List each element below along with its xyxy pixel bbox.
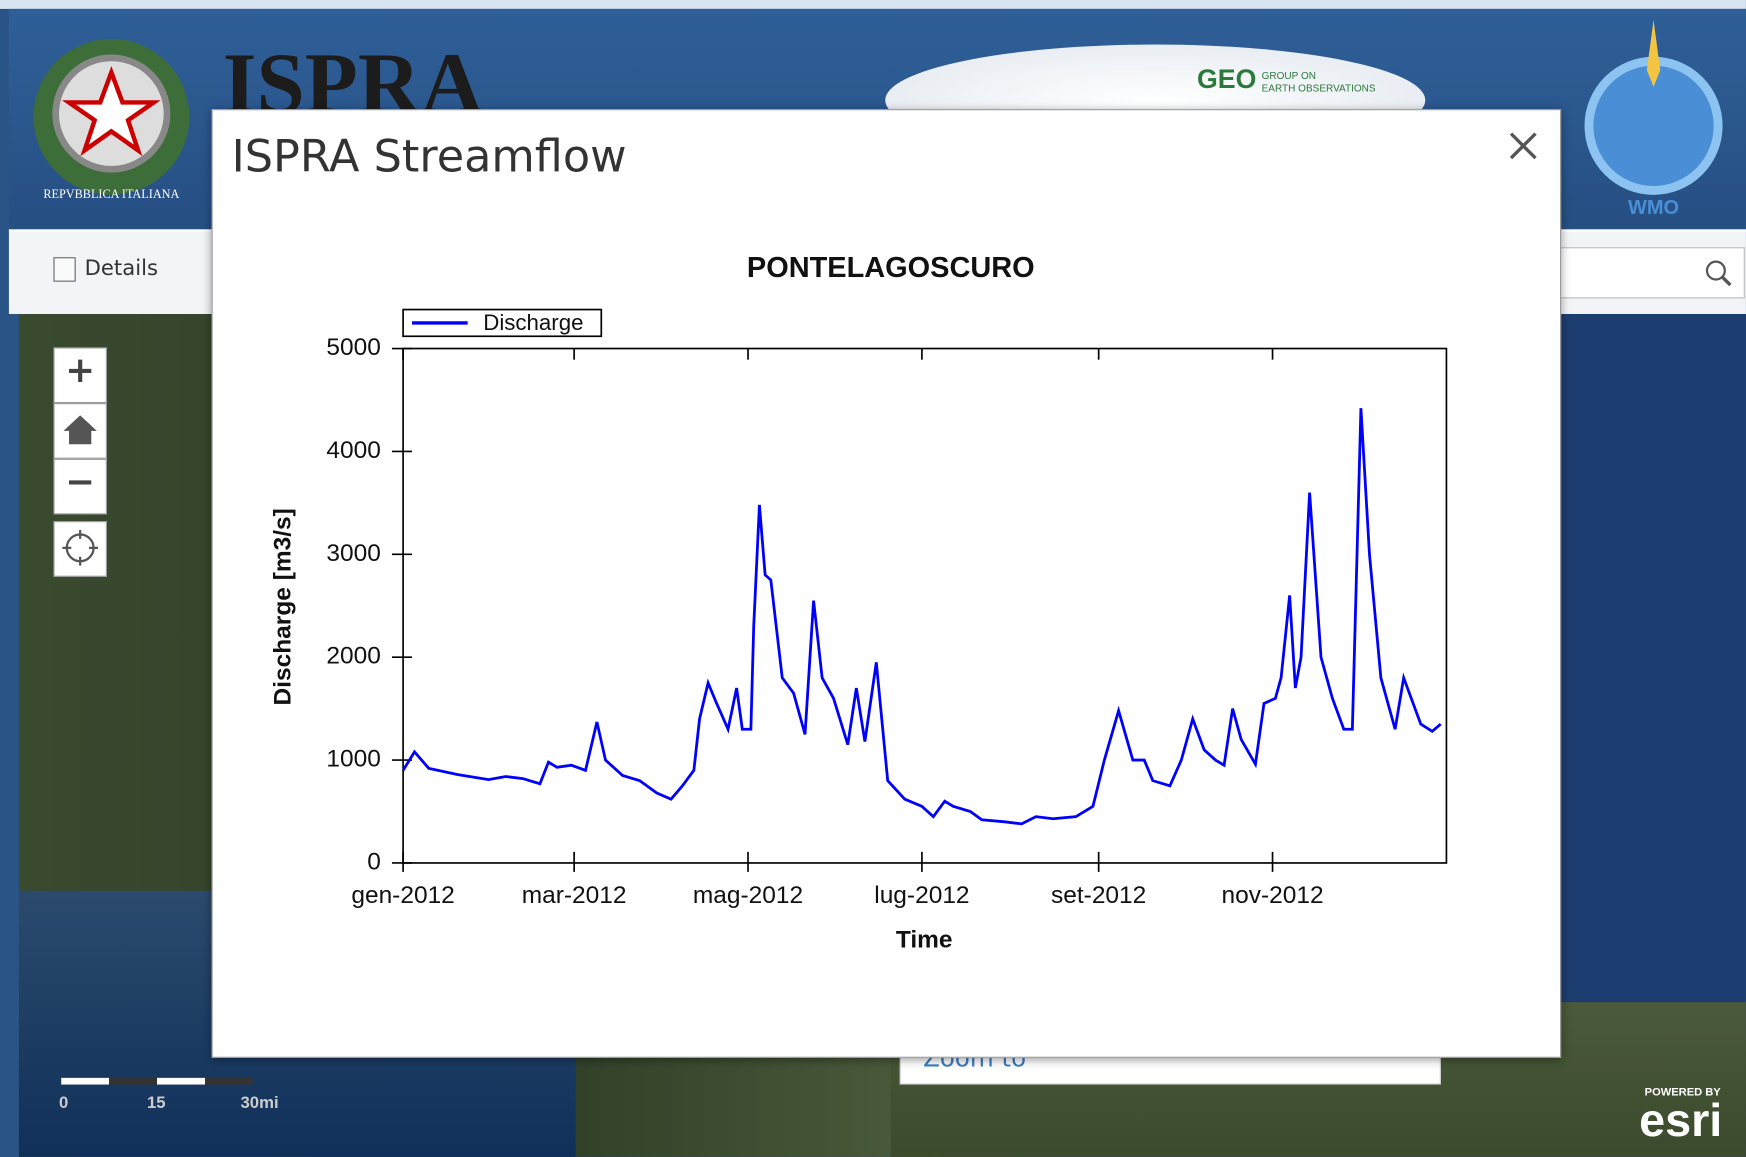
search-icon (1705, 260, 1732, 287)
plot-frame (402, 347, 1448, 864)
scale-label-15: 15 (146, 1093, 166, 1113)
dialog (211, 109, 1562, 1058)
emblem-text: REPVBBLICA ITALIANA (43, 187, 179, 201)
zoom-out[interactable]: − (53, 458, 107, 515)
esri-logo: esri (1639, 1093, 1723, 1146)
legend-label: Discharge (483, 310, 583, 335)
geo-text-1: GROUP ON (1261, 70, 1316, 82)
y-axis-label: Discharge [m3/s] (269, 508, 296, 705)
y-tick-label: 4000 (326, 437, 380, 464)
close-button[interactable] (1505, 128, 1541, 164)
dialog-title: ISPRA Streamflow (231, 131, 627, 183)
y-tick-label: 1000 (326, 746, 380, 773)
geo-text-2: EARTH OBSERVATIONS (1261, 82, 1376, 94)
top-border (0, 0, 1746, 9)
details-icon (53, 256, 76, 282)
locate-button[interactable] (53, 521, 107, 577)
scale-label-30: 30mi (240, 1093, 279, 1113)
home-button[interactable] (53, 403, 107, 459)
emblem: REPVBBLICA ITALIANA (33, 38, 190, 201)
wmo-star (1646, 20, 1661, 87)
x-tick-label: nov-2012 (1221, 882, 1323, 909)
x-tick-label: mag-2012 (693, 882, 803, 909)
x-tick-label: set-2012 (1051, 882, 1146, 909)
chart-title: PONTELAGOSCURO (747, 252, 1035, 284)
emblem-star (61, 65, 161, 157)
geo-logo: GEO (1197, 64, 1257, 95)
wmo-logo: WMO (1584, 20, 1723, 219)
search-box[interactable] (1558, 247, 1745, 299)
y-tick-label: 0 (367, 848, 381, 875)
y-tick-label: 2000 (326, 643, 380, 670)
x-tick-label: mar-2012 (522, 882, 627, 909)
x-tick-label: lug-2012 (874, 882, 969, 909)
scale-bar (61, 1077, 253, 1085)
y-tick-label: 3000 (326, 540, 380, 567)
y-tick-label: 5000 (326, 334, 380, 361)
zoom-controls: + − (53, 347, 107, 577)
esri-powered: POWERED BY (1644, 1086, 1721, 1100)
x-axis-label: Time (896, 926, 953, 953)
scale-label-0: 0 (59, 1093, 69, 1113)
details-label: Details (84, 256, 158, 281)
discharge-line (401, 408, 1442, 826)
wmo-text: WMO (1628, 197, 1679, 219)
x-tick-label: gen-2012 (351, 882, 454, 909)
chart: PONTELAGOSCURO Time Discharge [m3/s] 0 10… (269, 252, 1448, 953)
details-button[interactable]: Details (53, 256, 158, 282)
zoom-in[interactable]: + (53, 347, 107, 404)
